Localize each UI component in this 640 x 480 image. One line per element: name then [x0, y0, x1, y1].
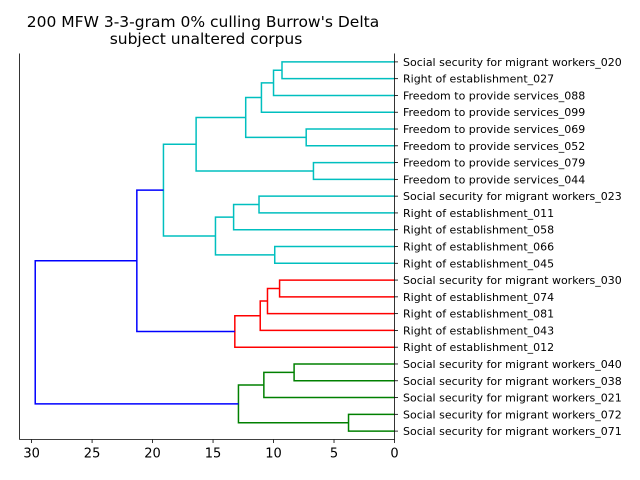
dendrogram-link-n8	[258, 195, 395, 214]
dendrogram-link-n22	[34, 260, 239, 405]
dendrogram-links	[34, 61, 395, 432]
leaf-label: Social security for migrant workers_023	[403, 190, 622, 203]
x-tick-label: 25	[84, 447, 101, 462]
dendrogram-link-n18	[293, 363, 395, 382]
x-tick-label: 20	[144, 447, 161, 462]
dendrogram-link-n2	[272, 69, 395, 97]
dendrogram-link-n11	[214, 216, 275, 256]
leaf-label: Freedom to provide services_044	[403, 173, 585, 186]
leaf-labels: Social security for migrant workers_020 R…	[403, 56, 622, 438]
leaf-label: Right of establishment_027	[403, 73, 554, 86]
x-tick-label: 30	[23, 447, 40, 462]
leaf-label: Right of establishment_043	[403, 324, 554, 337]
dendrogram-link-n21	[237, 384, 349, 424]
leaf-label: Social security for migrant workers_072	[403, 408, 622, 421]
x-tick-label: 5	[330, 447, 338, 462]
x-tick-label: 15	[205, 447, 222, 462]
dendrogram-link-n15	[259, 300, 395, 332]
leaf-label: Right of establishment_066	[403, 241, 554, 254]
leaf-label: Freedom to provide services_088	[403, 89, 585, 102]
leaf-label: Right of establishment_045	[403, 257, 554, 270]
dendrogram-link-n7	[195, 116, 314, 172]
chart-subtitle: subject unaltered corpus	[110, 30, 303, 48]
leaf-label: Right of establishment_081	[403, 308, 554, 321]
leaf-label: Right of establishment_012	[403, 341, 554, 354]
leaf-label: Right of establishment_058	[403, 224, 554, 237]
dendrogram-link-n10	[273, 245, 395, 265]
leaf-label: Freedom to provide services_052	[403, 140, 585, 153]
leaf-label: Social security for migrant workers_020	[403, 56, 622, 69]
dendrogram-link-n4	[305, 128, 395, 147]
dendrogram-link-n19	[263, 371, 395, 399]
dendrogram-link-n1	[281, 61, 395, 80]
leaf-label: Right of establishment_074	[403, 291, 554, 304]
x-tick-label: 0	[390, 447, 398, 462]
leaf-label: Right of establishment_011	[403, 207, 554, 220]
dendrogram-link-n3	[260, 82, 395, 113]
dendrogram-link-n13	[278, 279, 395, 298]
x-tick-label: 10	[265, 447, 282, 462]
dendrogram-link-n16	[234, 314, 395, 348]
leaf-label: Social security for migrant workers_040	[403, 358, 622, 371]
dendrogram-link-n17	[136, 189, 235, 333]
dendrogram-link-n20	[347, 413, 395, 432]
chart-title: 200 MFW 3-3-gram 0% culling Burrow's Del…	[27, 13, 379, 31]
leaf-label: Social security for migrant workers_038	[403, 375, 622, 388]
leaf-label: Freedom to provide services_069	[403, 123, 585, 136]
dendrogram-link-n12	[162, 143, 216, 237]
dendrogram-link-n5	[244, 96, 307, 139]
leaf-label: Freedom to provide services_099	[403, 106, 585, 119]
leaf-label: Social security for migrant workers_071	[403, 425, 622, 438]
dendrogram-link-n6	[312, 161, 395, 181]
dendrogram-link-n9	[232, 203, 395, 231]
leaf-label: Social security for migrant workers_021	[403, 392, 622, 405]
dendrogram-link-n14	[266, 287, 395, 315]
x-axis: 30 25 20 15 10 5 0	[19, 53, 399, 462]
leaf-label: Social security for migrant workers_030	[403, 274, 622, 287]
leaf-label: Freedom to provide services_079	[403, 157, 585, 170]
